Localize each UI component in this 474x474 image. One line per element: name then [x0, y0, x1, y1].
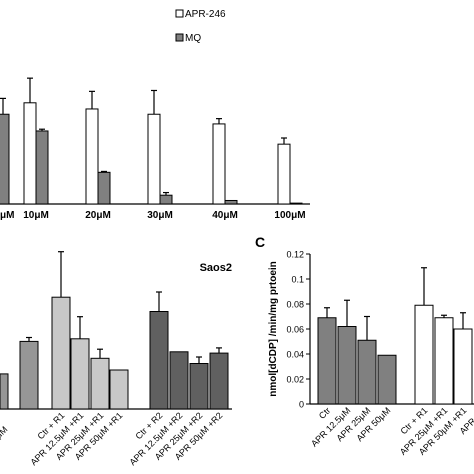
panel-c-y-tick-label: 0.1: [291, 275, 304, 285]
panel-a-bar-mq: [159, 194, 173, 205]
panel-a-x-tick-label: μM: [0, 210, 14, 221]
panel-c-bar: [337, 326, 357, 405]
panel-c-bar: [357, 339, 377, 405]
panel-a-x-tick-label: 20μM: [85, 210, 111, 221]
panel-a-bar-mq: [97, 171, 111, 205]
panel-c-bar: [414, 304, 434, 405]
panel-a-x-tick-label: 30μM: [147, 210, 173, 221]
panel-c-y-tick-label: 0.02: [286, 375, 304, 385]
legend-label-mq: MQ: [185, 33, 201, 44]
panel-b-bar: [169, 351, 189, 410]
panel-a-bar-apr246: [277, 143, 291, 205]
panel-b-bar: [90, 357, 110, 410]
panel-b-x-tick-label: 0μM: [0, 424, 9, 444]
panel-a-bar-apr246: [212, 123, 226, 205]
panel-c-y-tick-label: 0: [299, 400, 304, 410]
panel-a-bar-apr246: [85, 108, 99, 205]
panel-a-x-tick-label: 40μM: [212, 210, 238, 221]
panel-b-bar: [149, 311, 169, 410]
panel-a-bar-apr246: [147, 113, 161, 205]
panel-b-bar: [189, 363, 209, 410]
panel-c-bar: [434, 317, 454, 405]
panel-c-y-tick-label: 0.06: [286, 325, 304, 335]
panel-a-bar-mq: [224, 199, 238, 205]
panel-a-x-tick-label: 10μM: [23, 210, 49, 221]
panel-b-bar: [70, 338, 90, 410]
legend-swatch-mq: [175, 33, 184, 42]
panel-c-y-tick-label: 0.08: [286, 300, 304, 310]
panel-a-bar-mq: [289, 202, 303, 205]
panel-c-bar: [453, 328, 473, 405]
panel-b-bar: [19, 340, 39, 410]
panel-c-y-tick-label: 0.04: [286, 350, 304, 360]
panel-b-bar: [209, 352, 229, 410]
panel-c-bar: [317, 317, 337, 405]
panel-c-letter: C: [255, 234, 265, 250]
panel-a-bar-mq: [0, 113, 10, 205]
panel-c-bar: [377, 354, 397, 405]
panel-a-bar-mq: [35, 130, 49, 205]
panel-b-bar: [51, 296, 71, 410]
panel-a-x-tick-label: 100μM: [274, 210, 305, 221]
panel-b-bar: [109, 369, 129, 410]
panel-c-y-tick-label: 0.12: [286, 250, 304, 260]
panel-b-bar: [0, 373, 9, 410]
panel-a-bar-apr246: [23, 102, 37, 205]
legend-label-apr246: APR-246: [185, 9, 226, 20]
legend-swatch-apr246: [175, 9, 184, 18]
panel-b-title: Saos2: [200, 262, 232, 274]
panel-c-x-tick-label: Ctr: [317, 405, 333, 421]
panel-c-y-axis-label: nmol[dCDP] /min/mg prtoein: [268, 261, 279, 397]
